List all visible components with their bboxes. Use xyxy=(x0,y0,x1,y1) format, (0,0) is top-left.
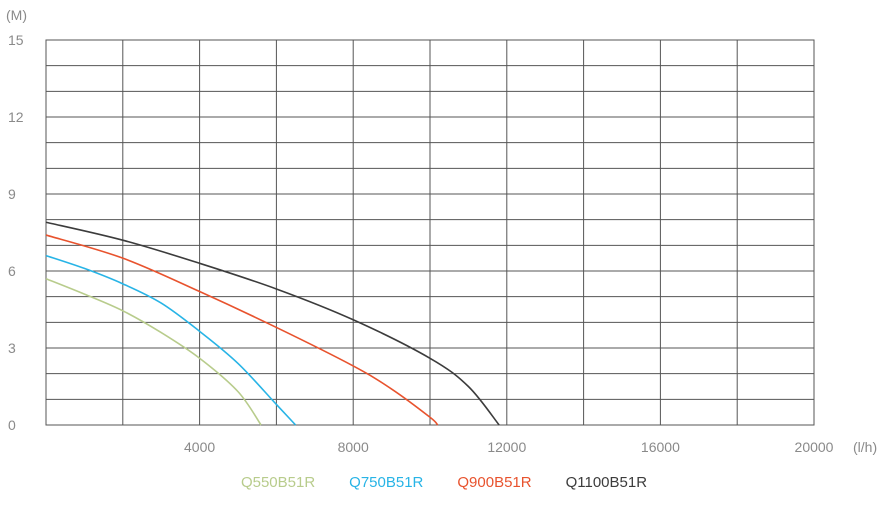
x-axis-ticks: 4000 8000 12000 16000 20000 xyxy=(184,439,834,455)
y-tick-label: 9 xyxy=(8,186,16,202)
y-tick-label: 0 xyxy=(8,417,16,433)
y-axis-label: (M) xyxy=(6,7,27,23)
series-lines xyxy=(45,221,500,426)
series-line-q1100b51r xyxy=(45,221,500,426)
y-tick-label: 12 xyxy=(8,109,24,125)
pump-performance-chart: 0 3 6 9 12 15 4000 8000 12000 16000 20000 (M) (l/… xyxy=(6,7,877,455)
x-tick-label: 12000 xyxy=(487,439,526,455)
legend-item-q900b51r: Q900B51R xyxy=(457,474,532,491)
series-line-q900b51r xyxy=(45,234,439,426)
y-tick-label: 15 xyxy=(8,32,24,48)
series-line-q550b51r xyxy=(45,277,262,426)
y-tick-label: 6 xyxy=(8,263,16,279)
x-tick-label: 8000 xyxy=(338,439,369,455)
legend-item-q750b51r: Q750B51R xyxy=(349,474,424,491)
chart-legend: Q550B51R Q750B51R Q900B51R Q1100B51R xyxy=(0,474,888,498)
y-tick-label: 3 xyxy=(8,340,16,356)
x-tick-label: 20000 xyxy=(795,439,834,455)
legend-item-q1100b51r: Q1100B51R xyxy=(565,474,648,491)
legend-item-q550b51r: Q550B51R xyxy=(240,474,316,491)
x-tick-label: 16000 xyxy=(641,439,680,455)
plot-grid xyxy=(45,39,815,426)
x-axis-label: (l/h) xyxy=(853,439,877,455)
series-line-q750b51r xyxy=(45,254,297,426)
x-tick-label: 4000 xyxy=(184,439,215,455)
y-axis-ticks: 0 3 6 9 12 15 xyxy=(8,32,24,433)
